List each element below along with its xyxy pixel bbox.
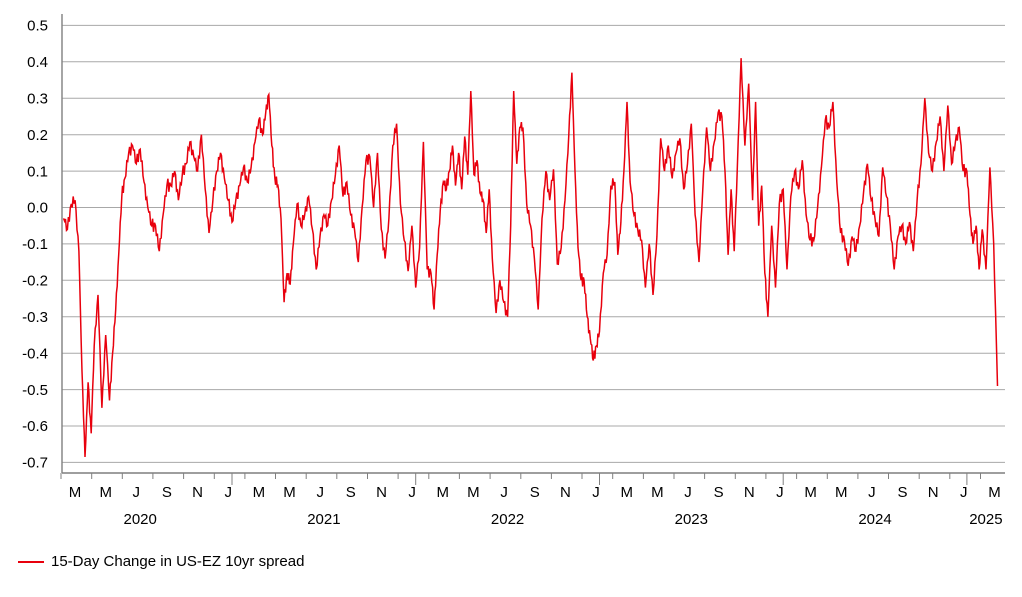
x-axis-month-label: J [316,484,324,501]
x-axis-month-label: N [928,484,939,501]
x-axis-year-label: 2024 [858,511,891,528]
x-axis-year-label: 2023 [675,511,708,528]
x-axis-year-label: 2022 [491,511,524,528]
y-axis-label: -0.3 [22,309,48,326]
x-axis-month-label: M [437,484,450,501]
x-axis-year-label: 2025 [969,511,1002,528]
x-axis-month-label: M [467,484,480,501]
gridlines [62,24,1005,463]
x-axis-month-label: S [530,484,540,501]
x-axis-month-label: M [253,484,266,501]
x-axis-month-label: J [960,484,968,501]
y-axis-label: 0.3 [27,90,48,107]
x-axis-month-label: J [684,484,692,501]
y-axis-label: 0.2 [27,127,48,144]
x-axis-month-label: M [835,484,848,501]
x-axis-month-label: J [133,484,141,501]
x-axis-month-label: S [897,484,907,501]
x-axis-month-label: M [620,484,633,501]
y-axis-label: -0.6 [22,418,48,435]
legend-line-swatch [18,560,44,563]
x-axis-month-label: S [346,484,356,501]
x-axis-month-label: J [500,484,508,501]
legend: 15-Day Change in US-EZ 10yr spread [18,553,304,570]
x-axis-month-label: M [804,484,817,501]
x-axis-month-label: M [651,484,664,501]
series-line [62,58,999,458]
y-axis-label: 0.4 [27,54,48,71]
x-axis-month-label: J [776,484,784,501]
x-axis-month-label: N [376,484,387,501]
y-axis-label: -0.7 [22,455,48,472]
x-axis-year-label: 2021 [307,511,340,528]
x-axis-year-label: 2020 [124,511,157,528]
plot-area: 0.5 0.4 0.3 0.2 0.1 0.0 -0.1 -0.2 -0.3 -0.4 -0.5 -0… [22,14,1005,528]
x-axis-month-label: N [744,484,755,501]
x-axis-month-label: N [192,484,203,501]
x-axis-month-label: N [560,484,571,501]
y-axis-label: -0.4 [22,345,48,362]
y-axis-label: 0.5 [27,18,48,35]
y-axis-label: 0.0 [27,200,48,217]
x-axis-month-label: J [408,484,416,501]
y-axis-labels: 0.5 0.4 0.3 0.2 0.1 0.0 -0.1 -0.2 -0.3 -0.4 -0.5 -0… [22,18,48,472]
x-axis-month-label: M [69,484,82,501]
x-axis-month-label: J [592,484,600,501]
x-axis-month-label: M [283,484,296,501]
x-axis-ticks [60,473,981,485]
x-axis-month-label: S [714,484,724,501]
y-axis-label: 0.1 [27,163,48,180]
x-axis-month-label: S [162,484,172,501]
y-axis-label: -0.2 [22,273,48,290]
x-axis-month-label: J [868,484,876,501]
y-axis-label: -0.1 [22,236,48,253]
x-axis-year-labels: 2020 2021 2022 2023 2024 2025 [124,511,1003,528]
y-axis-label: -0.5 [22,382,48,399]
x-axis-month-label: M [99,484,112,501]
x-axis-month-label: J [225,484,233,501]
x-axis-month-label: M [988,484,1001,501]
legend-label: 15-Day Change in US-EZ 10yr spread [51,553,305,570]
